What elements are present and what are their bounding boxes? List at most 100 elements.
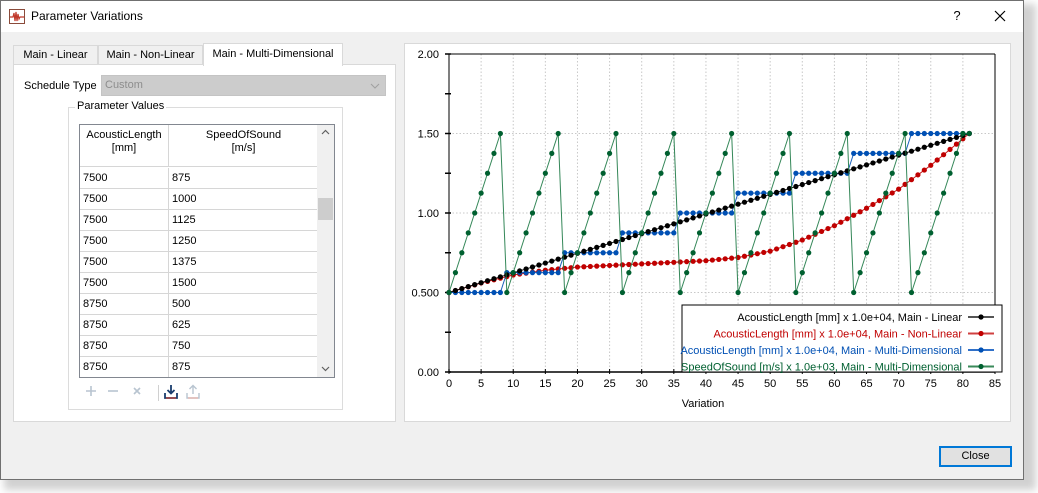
- cell-acoustic-length[interactable]: 7500: [80, 231, 169, 251]
- cell-acoustic-length[interactable]: 7500: [80, 189, 169, 209]
- table-row[interactable]: 8750 500: [80, 294, 318, 315]
- chevron-down-icon: [370, 76, 380, 102]
- parameter-values-group: Parameter Values AcousticLength [mm] Spe…: [68, 100, 343, 410]
- minus-icon: [108, 390, 118, 392]
- close-icon: [994, 10, 1006, 22]
- cell-speed-of-sound[interactable]: 1000: [172, 193, 197, 205]
- svg-text:60: 60: [828, 378, 840, 390]
- table-row[interactable]: 7500 1500: [80, 273, 318, 294]
- cell-speed-of-sound[interactable]: 875: [172, 172, 191, 184]
- table-row[interactable]: 8750 750: [80, 336, 318, 357]
- svg-text:55: 55: [796, 378, 808, 390]
- svg-text:40: 40: [700, 378, 712, 390]
- tab-main-linear[interactable]: Main - Linear: [13, 45, 98, 65]
- table-row[interactable]: 8750 875: [80, 357, 318, 377]
- cell-acoustic-length[interactable]: 7500: [80, 168, 169, 188]
- toolbar-separator: [158, 385, 159, 401]
- table-vertical-scrollbar[interactable]: [317, 125, 334, 377]
- svg-text:85: 85: [989, 378, 1001, 390]
- table-row[interactable]: 8750 625: [80, 315, 318, 336]
- add-row-button[interactable]: [83, 384, 99, 400]
- plus-icon: [86, 386, 96, 396]
- schedule-type-value: Custom: [105, 79, 143, 91]
- svg-text:80: 80: [957, 378, 969, 390]
- clear-rows-button[interactable]: [129, 384, 145, 400]
- svg-text:5: 5: [478, 378, 484, 390]
- remove-row-button[interactable]: [105, 384, 121, 400]
- scrollbar-thumb[interactable]: [318, 198, 333, 220]
- cell-acoustic-length[interactable]: 8750: [80, 294, 169, 314]
- table-row[interactable]: 7500 1250: [80, 231, 318, 252]
- tab-panel-multi-dimensional: Schedule Type Custom Parameter Values Ac…: [13, 64, 396, 422]
- title-bar: Parameter Variations ?: [1, 1, 1023, 32]
- table-row[interactable]: 7500 875: [80, 168, 318, 189]
- cell-speed-of-sound[interactable]: 500: [172, 298, 191, 310]
- svg-text:1.00: 1.00: [418, 208, 439, 220]
- parameter-values-table[interactable]: AcousticLength [mm] SpeedOfSound [m/s] 7…: [79, 124, 335, 378]
- cell-acoustic-length[interactable]: 7500: [80, 210, 169, 230]
- plot-panel: 0.00 0.500 1.00 1.50 2.00 0 5 10 15 20 25 30 35 40 45 5…: [404, 43, 1011, 422]
- table-row[interactable]: 7500 1375: [80, 252, 318, 273]
- cell-acoustic-length[interactable]: 7500: [80, 252, 169, 272]
- column-header-speed-of-sound[interactable]: SpeedOfSound [m/s]: [205, 129, 282, 154]
- import-icon: [164, 385, 178, 399]
- parameter-variations-dialog: Parameter Variations ? Main - Linear Mai…: [0, 0, 1024, 480]
- table-header: AcousticLength [mm] SpeedOfSound [m/s]: [80, 125, 318, 167]
- svg-text:10: 10: [507, 378, 519, 390]
- cell-acoustic-length[interactable]: 8750: [80, 336, 169, 356]
- svg-text:AcousticLength [mm] x 1.0e+04,: AcousticLength [mm] x 1.0e+04, Main - Mu…: [680, 345, 962, 357]
- svg-text:AcousticLength [mm] x 1.0e+04,: AcousticLength [mm] x 1.0e+04, Main - Li…: [737, 312, 962, 324]
- table-body: 7500 875 7500 1000 7500 1125 7500 1250 7500 1…: [80, 168, 318, 377]
- parameter-values-title: Parameter Values: [75, 100, 167, 112]
- scroll-down-button[interactable]: [317, 360, 334, 377]
- chevron-down-icon: [321, 366, 330, 372]
- svg-text:30: 30: [636, 378, 648, 390]
- variation-chart[interactable]: 0.00 0.500 1.00 1.50 2.00 0 5 10 15 20 25 30 35 40 45 5…: [405, 44, 1012, 423]
- table-row[interactable]: 7500 1125: [80, 210, 318, 231]
- column-header-acoustic-length[interactable]: AcousticLength [mm]: [80, 125, 169, 167]
- x-icon: [133, 387, 141, 395]
- waveform-icon: [9, 9, 25, 24]
- export-button[interactable]: [185, 384, 201, 400]
- svg-text:1.50: 1.50: [418, 129, 439, 141]
- cell-speed-of-sound[interactable]: 1500: [172, 277, 197, 289]
- cell-acoustic-length[interactable]: 8750: [80, 357, 169, 377]
- schedule-type-label: Schedule Type: [24, 80, 97, 92]
- cell-speed-of-sound[interactable]: 750: [172, 340, 191, 352]
- svg-text:SpeedOfSound [m/s] x 1.0e+03,: SpeedOfSound [m/s] x 1.0e+03, Main - Mul…: [681, 362, 962, 374]
- cell-speed-of-sound[interactable]: 1375: [172, 256, 197, 268]
- svg-text:0: 0: [446, 378, 452, 390]
- svg-text:50: 50: [764, 378, 776, 390]
- svg-text:2.00: 2.00: [418, 49, 439, 61]
- cell-speed-of-sound[interactable]: 875: [172, 361, 191, 373]
- svg-text:35: 35: [668, 378, 680, 390]
- import-button[interactable]: [163, 384, 179, 400]
- svg-text:65: 65: [860, 378, 872, 390]
- svg-text:0.500: 0.500: [411, 288, 439, 300]
- svg-text:0.00: 0.00: [418, 367, 439, 379]
- cell-acoustic-length[interactable]: 8750: [80, 315, 169, 335]
- window-title: Parameter Variations: [31, 9, 143, 23]
- cell-speed-of-sound[interactable]: 625: [172, 319, 191, 331]
- tab-main-multi-dimensional[interactable]: Main - Multi-Dimensional: [203, 43, 343, 66]
- cell-speed-of-sound[interactable]: 1250: [172, 235, 197, 247]
- cell-acoustic-length[interactable]: 7500: [80, 273, 169, 293]
- svg-text:70: 70: [893, 378, 905, 390]
- close-button[interactable]: Close: [939, 446, 1012, 467]
- tab-main-non-linear[interactable]: Main - Non-Linear: [98, 45, 203, 65]
- svg-text:75: 75: [925, 378, 937, 390]
- scroll-up-button[interactable]: [317, 125, 334, 142]
- svg-text:AcousticLength [mm] x 1.0e+04,: AcousticLength [mm] x 1.0e+04, Main - No…: [713, 329, 962, 341]
- export-icon: [186, 384, 200, 399]
- schedule-type-select[interactable]: Custom: [101, 75, 386, 96]
- svg-text:20: 20: [571, 378, 583, 390]
- cell-speed-of-sound[interactable]: 1125: [172, 214, 196, 226]
- svg-text:25: 25: [603, 378, 615, 390]
- svg-text:45: 45: [732, 378, 744, 390]
- window-close-button[interactable]: [987, 5, 1013, 27]
- chevron-up-icon: [321, 129, 330, 135]
- help-button[interactable]: ?: [953, 8, 961, 23]
- svg-text:Variation: Variation: [682, 398, 725, 410]
- svg-text:15: 15: [539, 378, 551, 390]
- table-row[interactable]: 7500 1000: [80, 189, 318, 210]
